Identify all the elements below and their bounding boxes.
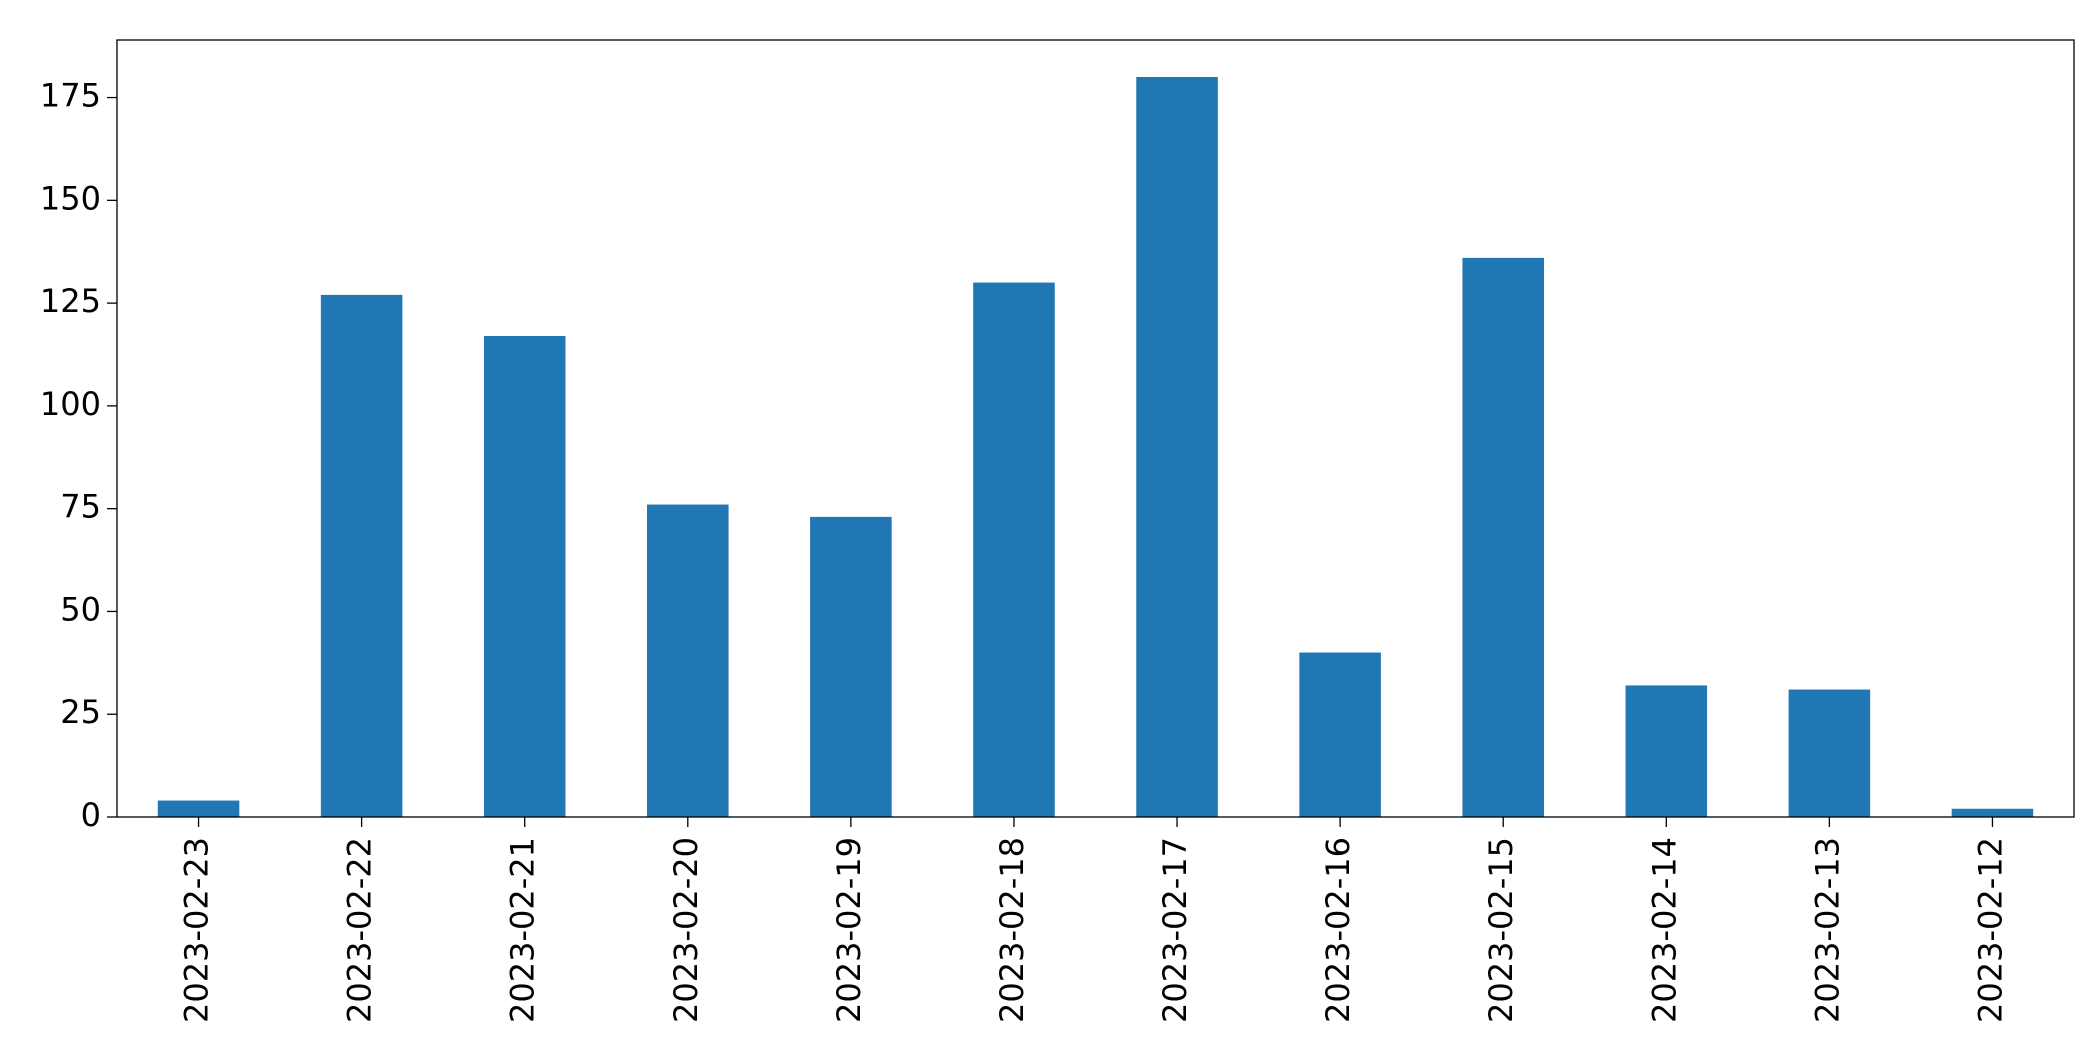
bar: [1462, 257, 1544, 817]
x-tick-label: 2023-02-17: [1156, 837, 1194, 1023]
bar: [320, 294, 403, 817]
y-tick-label: 0: [81, 796, 101, 834]
bar: [1299, 652, 1381, 817]
bar: [1136, 77, 1218, 817]
x-tick-label: 2023-02-19: [830, 837, 868, 1023]
x-tick-label: 2023-02-18: [993, 837, 1031, 1023]
y-tick-label: 125: [40, 282, 101, 320]
bar: [1788, 689, 1871, 817]
bar: [1951, 808, 2034, 817]
bar: [973, 282, 1055, 817]
x-tick-label: 2023-02-15: [1482, 837, 1520, 1023]
y-tick-label: 25: [60, 693, 101, 731]
bar: [483, 336, 566, 817]
y-tick-label: 75: [60, 488, 101, 526]
y-tick-label: 50: [60, 590, 101, 628]
y-tick-label: 150: [40, 179, 101, 217]
x-tick-label: 2023-02-12: [1971, 837, 2009, 1023]
plot-frame: [116, 39, 2075, 818]
bar: [157, 800, 240, 817]
y-tick-label: 100: [40, 385, 101, 423]
x-tick-label: 2023-02-16: [1319, 837, 1357, 1023]
x-tick-label: 2023-02-21: [504, 837, 542, 1023]
x-tick-label: 2023-02-23: [178, 837, 216, 1023]
x-tick-label: 2023-02-20: [667, 837, 705, 1023]
x-tick-label: 2023-02-13: [1808, 837, 1846, 1023]
bar: [810, 516, 892, 817]
x-tick-label: 2023-02-14: [1645, 837, 1683, 1023]
bar: [1625, 685, 1708, 817]
y-tick-label: 175: [40, 77, 101, 115]
x-tick-label: 2023-02-22: [341, 837, 379, 1023]
bar: [647, 504, 729, 817]
